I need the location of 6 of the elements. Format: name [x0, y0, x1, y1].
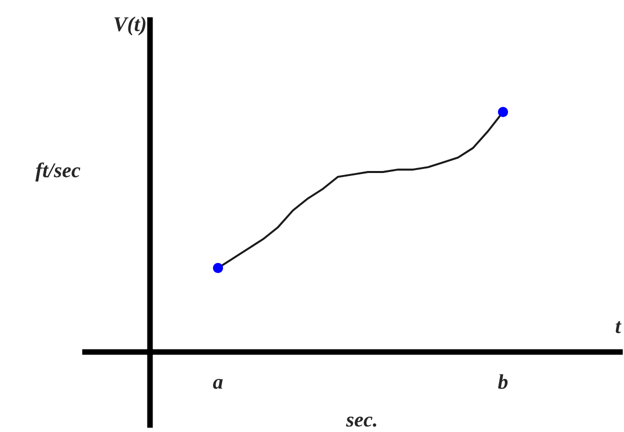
text: ft/sec: [35, 162, 80, 182]
x-axis-title: sec.: [346, 416, 376, 427]
text: t: [616, 321, 622, 334]
text: V(t): [114, 16, 146, 36]
x-tick-label: b: [498, 374, 508, 389]
x-tick-label: a: [213, 378, 223, 389]
